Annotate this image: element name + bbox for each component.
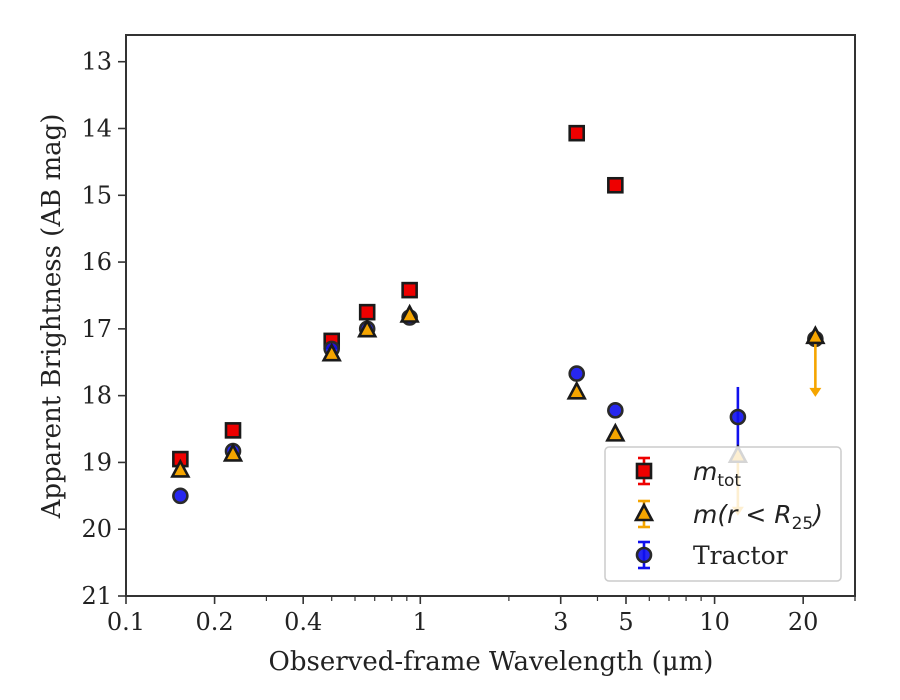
data-points (170, 124, 826, 516)
upper-limit-arrowhead (809, 387, 822, 397)
y-tick-label: 21 (81, 582, 112, 610)
circle-marker (607, 402, 624, 419)
legend-label: Tractor (693, 541, 788, 570)
square-marker (358, 303, 376, 321)
x-tick-label: 0.2 (196, 608, 234, 636)
x-tick-label: 5 (618, 608, 633, 636)
legend-label: m(r < R25) (693, 500, 823, 534)
triangle-marker (805, 325, 826, 345)
circle-marker (568, 365, 586, 382)
legend-box (604, 446, 842, 582)
circle-marker (172, 487, 189, 505)
y-axis-label: Apparent Brightness (AB mag) (37, 114, 67, 520)
legend-square-marker (635, 462, 653, 480)
square-marker (401, 281, 418, 299)
legend-circle-marker (635, 546, 653, 564)
y-tick-label: 18 (81, 382, 112, 410)
legend-label: mtot (693, 457, 741, 491)
x-tick-label: 20 (788, 608, 819, 636)
square-marker (568, 124, 586, 142)
triangle-marker (321, 342, 342, 362)
y-tick-label: 19 (81, 448, 112, 476)
x-tick-label: 0.4 (284, 608, 322, 636)
square-marker (607, 176, 624, 194)
triangle-marker (566, 380, 587, 400)
x-axis-label: Observed-frame Wavelength (μm) (269, 647, 714, 677)
square-marker (224, 422, 242, 439)
circle-marker (729, 408, 747, 426)
y-tick-label: 17 (81, 315, 112, 343)
x-tick-label: 3 (553, 608, 568, 636)
y-tick-label: 15 (81, 181, 112, 209)
triangle-marker (170, 458, 191, 478)
y-tick-label: 16 (81, 248, 112, 276)
legend: mtot m(r < R25) Tractor (604, 446, 842, 582)
legend-triangle-marker (633, 502, 655, 522)
x-tick-label: 1 (413, 608, 428, 636)
y-tick-label: 20 (81, 515, 112, 543)
x-tick-label: 0.1 (107, 608, 145, 636)
plot-frame (125, 34, 856, 597)
y-tick-label: 13 (81, 48, 112, 76)
triangle-marker (357, 318, 378, 338)
triangle-marker (399, 303, 420, 323)
y-tick-label: 14 (81, 115, 112, 143)
triangle-marker (605, 422, 626, 442)
x-tick-label: 10 (699, 608, 730, 636)
triangle-marker (222, 442, 244, 462)
